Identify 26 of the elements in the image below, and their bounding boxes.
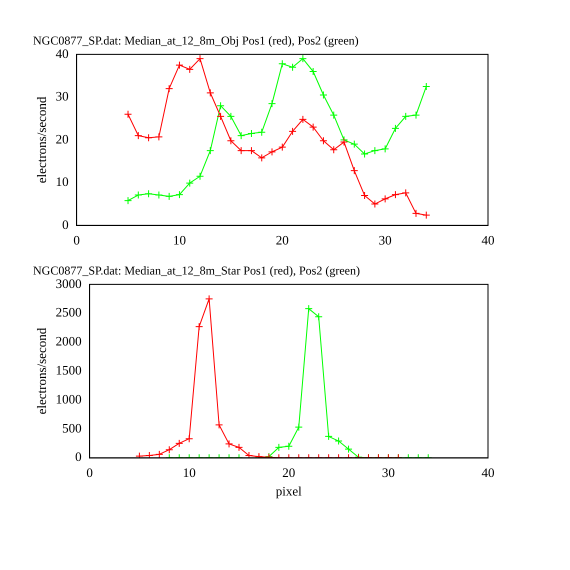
y-tick-label: 30 bbox=[56, 88, 69, 104]
x-tick-label: 40 bbox=[482, 232, 494, 248]
x-tick-label: 20 bbox=[282, 465, 296, 480]
x-tick-label: 30 bbox=[382, 465, 395, 480]
y-tick-label: 3000 bbox=[56, 276, 82, 291]
chart-title: NGC0877_SP.dat: Median_at_12_8m_Obj Pos1 (red), Pos2 (green) bbox=[33, 33, 359, 48]
y-tick-label: 0 bbox=[75, 449, 82, 464]
x-tick-label: 40 bbox=[482, 465, 494, 480]
y-tick-label: 2500 bbox=[56, 304, 82, 320]
y-tick-label: 10 bbox=[56, 174, 69, 190]
x-tick-label: 0 bbox=[86, 465, 93, 480]
y-axis-title: electrons/second bbox=[34, 327, 50, 414]
x-tick-label: 20 bbox=[276, 232, 289, 248]
x-axis-title: pixel bbox=[276, 484, 302, 499]
y-axis-title: electrons/second bbox=[34, 96, 50, 184]
y-tick-label: 20 bbox=[56, 131, 69, 146]
y-tick-label: 1500 bbox=[56, 362, 82, 378]
y-tick-label: 2000 bbox=[56, 334, 82, 349]
y-tick-label: 40 bbox=[56, 46, 69, 61]
x-tick-label: 30 bbox=[378, 232, 392, 248]
x-tick-label: 10 bbox=[182, 465, 196, 480]
chart-title: NGC0877_SP.dat: Median_at_12_8m_Star Pos1 (red), Pos2 (green) bbox=[33, 263, 360, 278]
y-tick-label: 1000 bbox=[56, 391, 82, 406]
x-tick-label: 10 bbox=[172, 232, 186, 248]
y-tick-label: 500 bbox=[62, 420, 82, 436]
y-tick-label: 0 bbox=[62, 216, 69, 232]
